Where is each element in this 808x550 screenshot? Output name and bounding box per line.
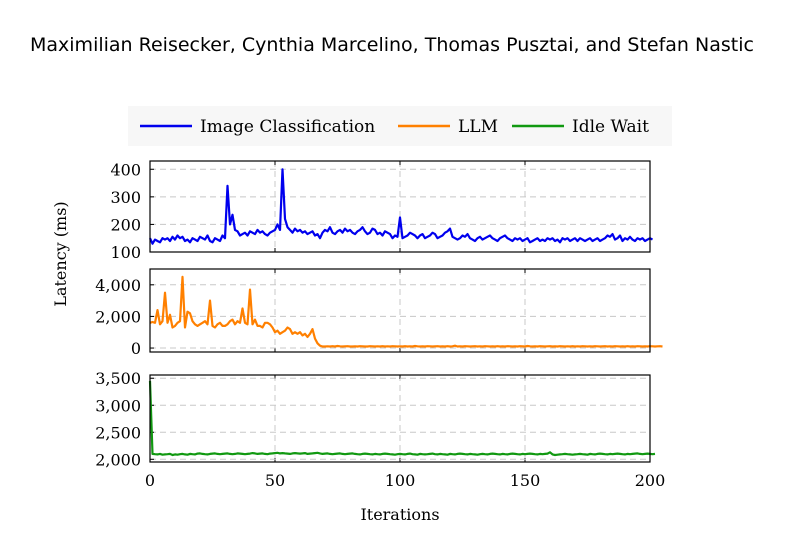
legend-label-idle-wait: Idle Wait: [572, 117, 649, 137]
series-line-llm: [149, 275, 663, 348]
legend-label-image-classification: Image Classification: [200, 117, 375, 137]
series-line-idle-wait: [148, 380, 656, 457]
legend: Image Classification LLM Idle Wait: [128, 106, 672, 146]
y-tick-label: 2,000: [95, 450, 141, 469]
y-tick-label: 2,000: [95, 307, 141, 326]
y-tick-label: 0: [131, 339, 141, 358]
y-tick-label: 3,000: [95, 396, 141, 415]
y-tick-label: 400: [110, 160, 141, 179]
x-tick-label: 50: [265, 471, 285, 490]
author-line: Maximilian Reisecker, Cynthia Marcelino,…: [30, 34, 754, 56]
y-tick-label: 100: [110, 243, 141, 262]
legend-label-llm: LLM: [458, 117, 498, 137]
x-tick-label: 150: [510, 471, 541, 490]
series-line-image-classification: [148, 168, 654, 245]
y-tick-label: 300: [110, 188, 141, 207]
x-tick-label: 0: [145, 471, 155, 490]
y-tick-label: 3,500: [95, 369, 141, 388]
x-tick-label: 200: [635, 471, 666, 490]
y-tick-label: 2,500: [95, 423, 141, 442]
x-tick-label: 100: [385, 471, 416, 490]
y-tick-label: 4,000: [95, 276, 141, 295]
x-axis-label: Iterations: [360, 505, 439, 524]
panel-frame: [149, 268, 651, 353]
y-axis-label: Latency (ms): [51, 201, 70, 306]
panel-image-classification: 100 200 300 400: [110, 160, 654, 262]
panel-frame: [149, 160, 651, 253]
y-tick-label: 200: [110, 215, 141, 234]
panel-llm: 0 2,000 4,000: [95, 268, 663, 358]
panel-frame: [149, 374, 651, 463]
panel-idle-wait: 2,000 2,500 3,000 3,500 0 50 100 150 200: [95, 369, 665, 490]
